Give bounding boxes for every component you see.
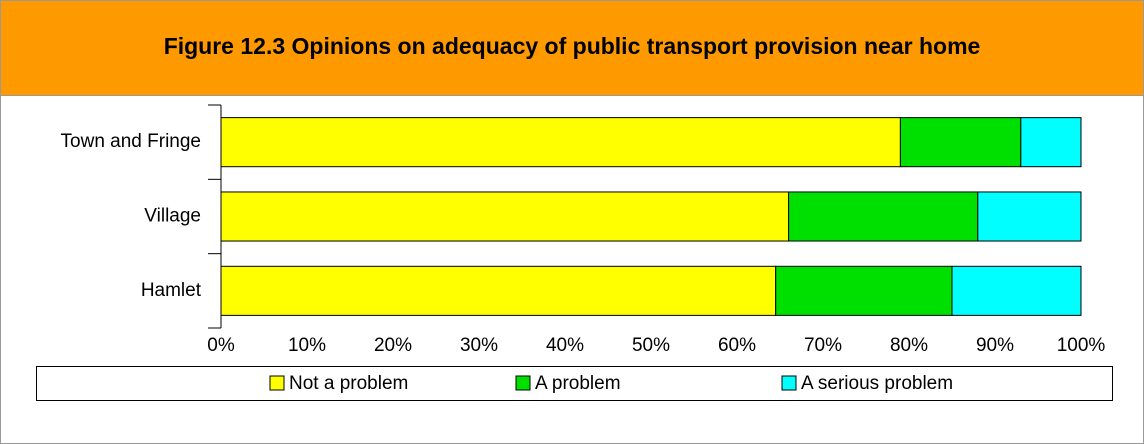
y-tick-label: Hamlet (141, 280, 202, 301)
legend-swatch (781, 375, 797, 391)
bar-segment (220, 191, 790, 242)
bar-segment (977, 191, 1082, 242)
x-tick-label: 20% (374, 335, 412, 356)
header-bar (0, 0, 1144, 96)
bar-segment (775, 265, 953, 316)
legend-swatch (269, 375, 285, 391)
bar-segment (220, 117, 901, 168)
y-tick-label: Town and Fringe (61, 131, 201, 152)
x-tick-label: 100% (1057, 335, 1106, 356)
bar-segment (1020, 117, 1082, 168)
x-tick-label: 80% (890, 335, 928, 356)
bar-segment (220, 265, 777, 316)
x-tick-label: 40% (546, 335, 584, 356)
y-tick-label: Village (144, 206, 201, 227)
chart-title: Figure 12.3 Opinions on adequacy of publ… (164, 33, 981, 59)
x-tick-label: 10% (288, 335, 326, 356)
legend-label: A problem (535, 373, 621, 394)
legend-label: A serious problem (801, 373, 953, 394)
legend-box (36, 366, 1113, 401)
legend-label: Not a problem (289, 373, 408, 394)
x-tick-label: 60% (718, 335, 756, 356)
bar-segment (899, 117, 1022, 168)
bar-segment (951, 265, 1082, 316)
legend-swatch (515, 375, 531, 391)
x-tick-label: 70% (804, 335, 842, 356)
x-tick-label: 50% (632, 335, 670, 356)
x-tick-label: 0% (207, 335, 235, 356)
x-tick-label: 30% (460, 335, 498, 356)
x-tick-label: 90% (976, 335, 1014, 356)
bar-segment (788, 191, 979, 242)
